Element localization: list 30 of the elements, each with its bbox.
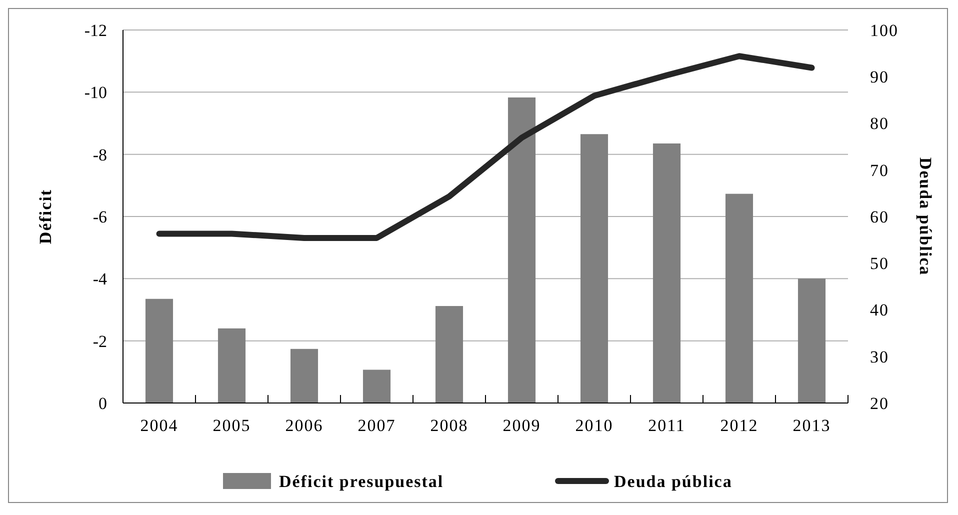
y2-tick-label: 40 — [870, 300, 889, 320]
y2-tick-label: 80 — [870, 114, 889, 134]
y2-tick-label: 100 — [870, 20, 898, 40]
y2-tick-label: 90 — [870, 68, 889, 87]
y-tick-label: -6 — [92, 207, 107, 226]
y2-tick-label: 70 — [870, 160, 889, 180]
x-tick-label: 2008 — [430, 416, 468, 435]
x-tick-label: 2006 — [285, 416, 324, 435]
y-tick-label: -4 — [92, 270, 108, 289]
y2-tick-label: 60 — [870, 207, 889, 226]
x-tick-label: 2009 — [502, 416, 541, 435]
x-tick-label: 2011 — [648, 416, 686, 435]
x-tick-label: 2013 — [792, 416, 831, 435]
x-tick-label: 2012 — [720, 416, 758, 435]
x-tick-label: 2010 — [575, 416, 614, 435]
y-tick-label: -12 — [84, 20, 107, 40]
y-tick-label: 0 — [98, 394, 107, 413]
y2-tick-label: 20 — [870, 394, 889, 413]
y-axis-title: Déficit — [36, 188, 55, 244]
y2-tick-label: 30 — [870, 347, 889, 366]
legend-label: Déficit presupuestal — [279, 472, 444, 491]
y-tick-label: -10 — [84, 83, 107, 102]
x-tick-label: 2007 — [358, 416, 396, 435]
y-tick-label: -2 — [92, 332, 107, 351]
y2-tick-label: 50 — [870, 254, 889, 274]
y2-axis-title: Deuda pública — [916, 157, 935, 276]
y-tick-label: -8 — [92, 145, 107, 164]
legend-label: Deuda pública — [614, 472, 732, 491]
x-tick-label: 2004 — [140, 416, 178, 435]
x-tick-label: 2005 — [212, 416, 251, 435]
